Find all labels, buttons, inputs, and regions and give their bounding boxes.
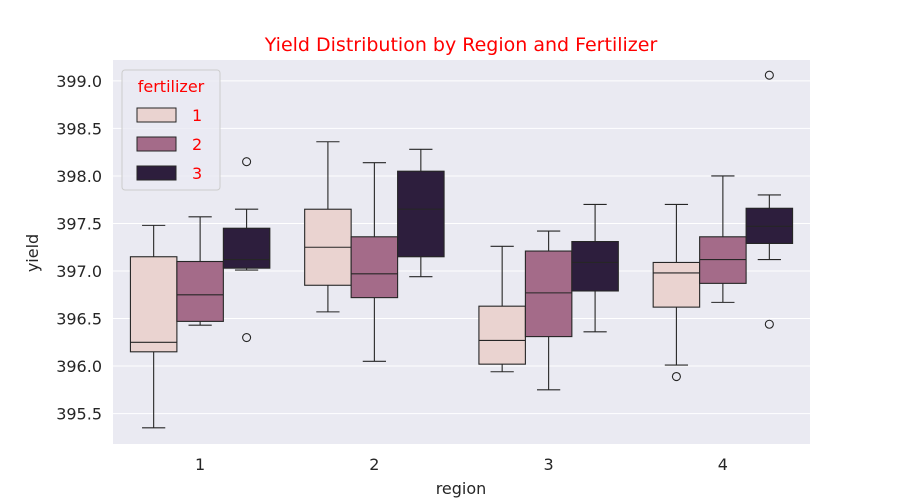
box-2-region-3: [524, 230, 573, 391]
grid-lines: [113, 80, 810, 415]
legend-swatch: [136, 107, 177, 123]
y-axis-ticks: 395.5 396.0 396.5 397.0 397.5 398.0 398.5 399.0: [56, 72, 102, 424]
box-3-region-2: [397, 148, 445, 278]
x-axis-ticks: 1 2 3 4: [195, 455, 728, 474]
box-iqr: [176, 260, 224, 322]
legend-swatch: [136, 165, 177, 181]
x-axis-label: region: [436, 479, 487, 498]
box-iqr: [571, 240, 619, 292]
y-tick-label: 399.0: [56, 72, 102, 91]
y-axis-label: yield: [23, 234, 42, 272]
box-2-region-1: [176, 216, 224, 326]
outlier-point: [242, 332, 252, 343]
legend-items: 1 2 3: [136, 106, 202, 183]
y-tick-label: 396.0: [56, 357, 102, 376]
legend-frame: [121, 69, 221, 191]
box-1-region-3: [478, 245, 526, 373]
y-tick-label: 396.5: [56, 310, 102, 329]
box-3-region-4: [745, 70, 794, 329]
box-iqr: [524, 250, 573, 338]
box-iqr: [129, 256, 178, 353]
box-1-region-4: [652, 203, 701, 382]
y-tick-label: 395.5: [56, 405, 102, 424]
y-tick-label: 398.5: [56, 119, 102, 138]
y-tick-label: 397.5: [56, 214, 102, 233]
legend-label: 2: [192, 135, 202, 154]
box-2-region-2: [350, 162, 399, 362]
legend-swatch: [136, 136, 177, 152]
legend-label: 3: [192, 164, 202, 183]
x-tick-label: 1: [195, 455, 205, 474]
box-iqr: [222, 227, 271, 269]
box-3-region-3: [571, 203, 619, 333]
legend: fertilizer 1 2 3: [121, 69, 221, 191]
outlier-point: [764, 319, 774, 329]
x-tick-label: 4: [718, 455, 728, 474]
legend-label: 1: [192, 106, 202, 125]
box-iqr: [397, 170, 445, 258]
outlier-point: [242, 157, 252, 167]
legend-title: fertilizer: [138, 77, 205, 96]
outlier-point: [671, 371, 681, 382]
box-1-region-2: [304, 141, 352, 313]
box-iqr: [350, 236, 399, 299]
y-tick-label: 398.0: [56, 167, 102, 186]
y-tick-label: 397.0: [56, 262, 102, 281]
box-iqr: [478, 305, 526, 365]
chart-title: Yield Distribution by Region and Fertili…: [264, 34, 658, 56]
x-tick-label: 2: [369, 455, 379, 474]
outlier-point: [764, 70, 774, 80]
box-2-region-4: [699, 175, 747, 303]
box-3-region-1: [222, 157, 271, 343]
box-groups: [129, 70, 794, 429]
x-tick-label: 3: [544, 455, 554, 474]
box-1-region-1: [129, 224, 178, 429]
box-iqr: [652, 261, 701, 308]
